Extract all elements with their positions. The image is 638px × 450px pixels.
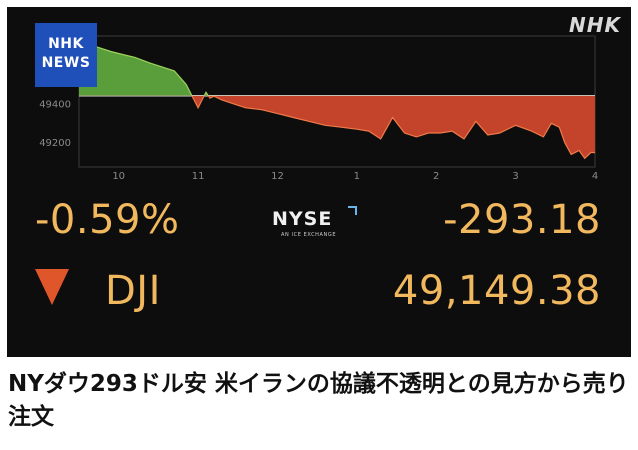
x-tick-label: 11 bbox=[192, 171, 205, 182]
down-triangle-icon bbox=[35, 269, 69, 305]
badge-line-2: NEWS bbox=[41, 55, 91, 71]
series-line-up bbox=[79, 41, 215, 96]
index-value: 49,149.38 bbox=[392, 268, 601, 314]
nyse-tagline: AN ICE EXCHANGE bbox=[281, 232, 337, 238]
nyse-logo: NYSE AN ICE EXCHANGE bbox=[272, 206, 357, 238]
x-tick-label: 10 bbox=[112, 171, 125, 182]
y-tick-label: 49200 bbox=[39, 138, 71, 149]
x-tick-label: 1 bbox=[354, 171, 360, 182]
point-change: -293.18 bbox=[443, 197, 601, 243]
headline: NYダウ293ドル安 米イランの協議不透明との見方から売り注文 bbox=[8, 371, 629, 430]
index-symbol: DJI bbox=[105, 268, 161, 314]
percent-change: -0.59% bbox=[35, 197, 180, 243]
nhk-logo: NHK bbox=[569, 13, 621, 37]
series-line-down bbox=[191, 95, 595, 160]
area-below-baseline bbox=[79, 95, 595, 159]
x-tick-label: 12 bbox=[271, 171, 284, 182]
x-tick-label: 3 bbox=[512, 171, 518, 182]
broadcast-panel: 10 11 12 1 2 3 4 49400 49200 NHK NEWS NHK -0.59%… bbox=[7, 7, 631, 357]
nyse-corner-icon bbox=[348, 206, 357, 215]
nyse-wordmark: NYSE bbox=[272, 208, 333, 230]
x-tick-label: 4 bbox=[592, 171, 598, 182]
y-tick-label: 49400 bbox=[39, 99, 71, 110]
badge-line-1: NHK bbox=[48, 36, 84, 52]
area-above-baseline bbox=[79, 41, 209, 96]
nhk-news-badge: NHK NEWS bbox=[35, 23, 97, 87]
x-tick-label: 2 bbox=[433, 171, 439, 182]
chart-area bbox=[79, 41, 595, 160]
